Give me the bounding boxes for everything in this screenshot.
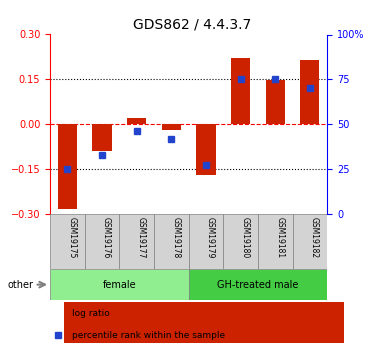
Text: GSM19178: GSM19178 xyxy=(162,217,171,262)
Bar xyxy=(223,214,258,269)
Bar xyxy=(300,60,320,124)
Bar xyxy=(162,124,181,130)
Bar xyxy=(154,214,189,269)
Text: GSM19180: GSM19180 xyxy=(241,217,249,258)
Text: GSM19182: GSM19182 xyxy=(310,217,319,258)
Text: log ratio: log ratio xyxy=(72,309,109,318)
Bar xyxy=(258,214,293,269)
Bar xyxy=(92,124,112,151)
Bar xyxy=(189,214,223,269)
Text: GSM19177: GSM19177 xyxy=(137,217,146,258)
Bar xyxy=(119,214,154,269)
Text: percentile rank within the sample: percentile rank within the sample xyxy=(72,331,225,339)
Text: GH-treated male: GH-treated male xyxy=(217,280,299,289)
Text: GDS862 / 4.4.3.7: GDS862 / 4.4.3.7 xyxy=(133,17,252,31)
Text: other: other xyxy=(8,280,34,289)
Bar xyxy=(231,58,250,124)
Text: GSM19182: GSM19182 xyxy=(301,217,310,262)
Text: GSM19178: GSM19178 xyxy=(171,217,180,258)
Text: GSM19176: GSM19176 xyxy=(102,217,111,258)
Text: GSM19181: GSM19181 xyxy=(266,217,275,262)
Bar xyxy=(85,214,119,269)
Bar xyxy=(196,124,216,175)
Text: GSM19180: GSM19180 xyxy=(232,217,241,262)
Bar xyxy=(50,269,189,300)
Bar xyxy=(58,124,77,209)
Bar xyxy=(293,214,327,269)
Text: GSM19175: GSM19175 xyxy=(59,217,67,262)
Text: GSM19175: GSM19175 xyxy=(67,217,76,258)
Bar xyxy=(189,269,327,300)
Bar xyxy=(266,80,285,124)
Bar xyxy=(50,214,85,269)
Text: GSM19181: GSM19181 xyxy=(275,217,284,258)
Text: female: female xyxy=(102,280,136,289)
Text: GSM19177: GSM19177 xyxy=(128,217,137,262)
Text: GSM19176: GSM19176 xyxy=(93,217,102,262)
Text: GSM19179: GSM19179 xyxy=(197,217,206,262)
Text: GSM19179: GSM19179 xyxy=(206,217,215,258)
Bar xyxy=(127,118,146,124)
